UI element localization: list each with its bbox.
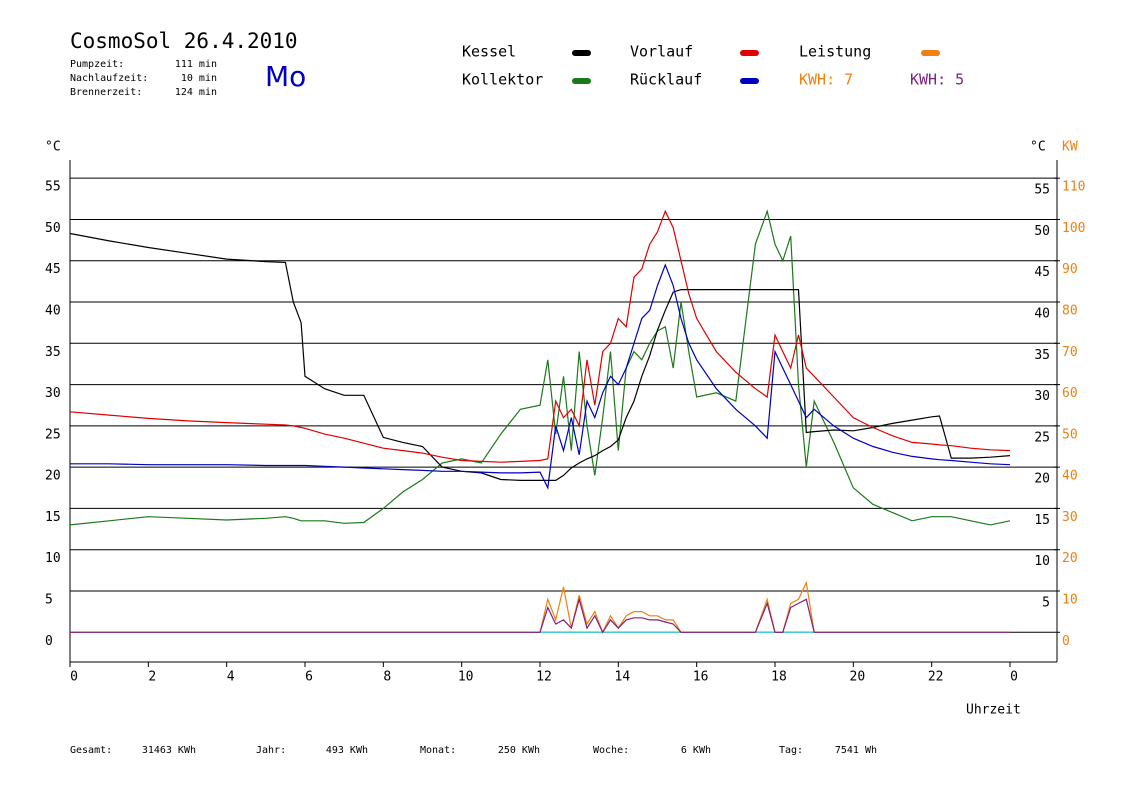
x-tick-label: 4 xyxy=(227,670,235,685)
y2-tick-label: 40 xyxy=(1062,469,1078,484)
footer-label: Woche: xyxy=(593,745,629,756)
y-tick-label: 15 xyxy=(45,510,61,525)
y-right-tick-label: 50 xyxy=(1034,224,1050,239)
x-tick-label: 0 xyxy=(1010,670,1018,685)
y2-tick-label: 0 xyxy=(1062,634,1070,649)
y-right-tick-label: 40 xyxy=(1034,307,1050,322)
y-tick-label: 10 xyxy=(45,551,61,566)
x-tick-label: 14 xyxy=(615,670,631,685)
y2-tick-label: 10 xyxy=(1062,592,1078,607)
y-tick-label: 5 xyxy=(45,592,53,607)
series-line xyxy=(70,263,1011,490)
x-tick-label: 8 xyxy=(383,670,391,685)
footer-label: Monat: xyxy=(420,745,456,756)
y-tick-label: 45 xyxy=(45,262,61,277)
x-tick-label: 0 xyxy=(70,670,78,685)
x-tick-label: 10 xyxy=(458,670,474,685)
y-right-tick-label: 35 xyxy=(1034,348,1050,363)
kwh-label: KWH: 5 xyxy=(910,71,964,89)
y-tick-label: 25 xyxy=(45,427,61,442)
info-value: 10 min xyxy=(181,73,217,84)
footer-value: 31463 KWh xyxy=(142,745,196,756)
chart-title: CosmoSol 26.4.2010 xyxy=(70,29,298,53)
x-axis-label: Uhrzeit xyxy=(966,703,1021,718)
y2-tick-label: 90 xyxy=(1062,262,1078,277)
y2-tick-label: 20 xyxy=(1062,551,1078,566)
y-right-tick-label: 20 xyxy=(1034,472,1050,487)
x-tick-label: 6 xyxy=(305,670,313,685)
footer-label: Jahr: xyxy=(256,745,286,756)
x-tick-label: 22 xyxy=(928,670,944,685)
kwh-label: KWH: 7 xyxy=(799,71,853,89)
y-right-tick-label: 10 xyxy=(1034,554,1050,569)
y-tick-label: 20 xyxy=(45,469,61,484)
y-right-tick-label: 30 xyxy=(1034,389,1050,404)
series-line xyxy=(69,209,1011,526)
info-label: Nachlaufzeit: xyxy=(70,73,148,84)
x-tick-label: 16 xyxy=(693,670,709,685)
info-value: 124 min xyxy=(175,87,217,98)
y-tick-label: 30 xyxy=(45,386,61,401)
y-tick-label: 55 xyxy=(45,180,61,195)
x-tick-label: 20 xyxy=(850,670,866,685)
y2-axis-label: KW xyxy=(1062,140,1078,155)
footer-label: Gesamt: xyxy=(70,745,112,756)
footer-value: 493 KWh xyxy=(326,745,368,756)
info-label: Pumpzeit: xyxy=(70,59,124,70)
y2-tick-label: 50 xyxy=(1062,427,1078,442)
y2-tick-label: 30 xyxy=(1062,510,1078,525)
series-line xyxy=(70,597,1010,634)
footer-value: 6 KWh xyxy=(681,745,711,756)
footer-label: Tag: xyxy=(779,745,803,756)
legend-label: Leistung xyxy=(799,43,871,61)
x-tick-label: 12 xyxy=(536,670,552,685)
legend-label: Kollektor xyxy=(462,71,543,89)
y-tick-label: 40 xyxy=(45,304,61,319)
legend-label: Rücklauf xyxy=(630,71,702,89)
legend-label: Vorlauf xyxy=(630,43,693,61)
y-right-axis-label: °C xyxy=(1030,140,1046,155)
x-tick-label: 18 xyxy=(771,670,787,685)
info-value: 111 min xyxy=(175,59,217,70)
y-tick-label: 50 xyxy=(45,221,61,236)
series-line xyxy=(69,209,1011,463)
y2-tick-label: 70 xyxy=(1062,345,1078,360)
info-label: Brennerzeit: xyxy=(70,87,142,98)
legend-label: Kessel xyxy=(462,43,516,61)
y2-tick-label: 80 xyxy=(1062,304,1078,319)
footer-value: 7541 Wh xyxy=(835,745,877,756)
series-line xyxy=(69,232,1011,481)
y-right-tick-label: 25 xyxy=(1034,430,1050,445)
weekday: Mo xyxy=(265,60,306,93)
y2-tick-label: 100 xyxy=(1062,221,1085,236)
x-tick-label: 2 xyxy=(148,670,156,685)
y-right-tick-label: 45 xyxy=(1034,265,1050,280)
y2-tick-label: 110 xyxy=(1062,180,1085,195)
y-tick-label: 0 xyxy=(45,634,53,649)
y-tick-label: 35 xyxy=(45,345,61,360)
y-right-tick-label: 55 xyxy=(1034,183,1050,198)
y-right-tick-label: 5 xyxy=(1042,595,1050,610)
footer-value: 250 KWh xyxy=(498,745,540,756)
y-right-tick-label: 15 xyxy=(1034,513,1050,528)
y-axis-label: °C xyxy=(45,140,61,155)
y2-tick-label: 60 xyxy=(1062,386,1078,401)
